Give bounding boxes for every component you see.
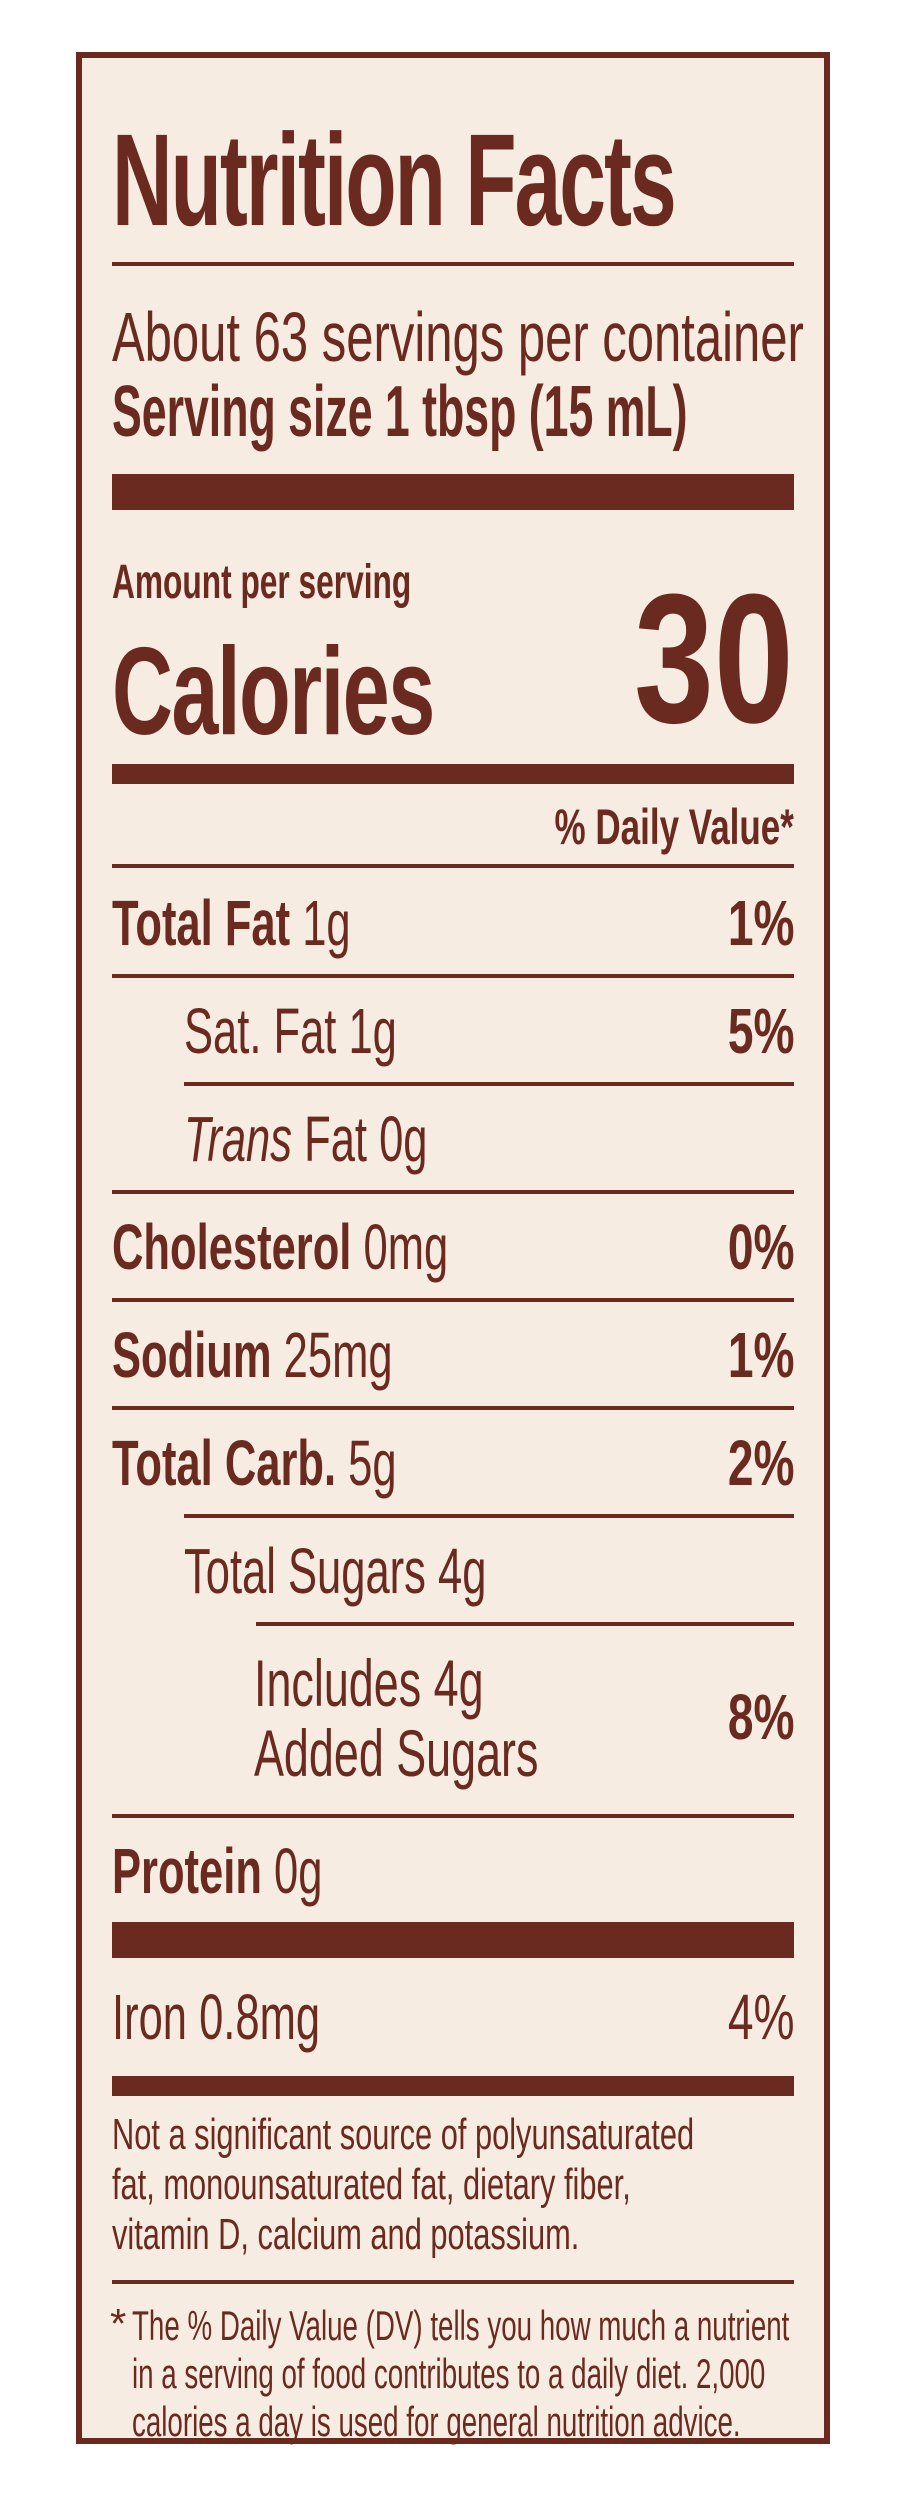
divider — [256, 1622, 794, 1626]
vitamin-daily-value: 4% — [727, 1981, 794, 2053]
nutrient-name: Total Fat — [112, 887, 291, 959]
nutrient-name: Cholesterol — [112, 1211, 352, 1283]
added-sugars-line-2: Added Sugars — [254, 1716, 539, 1790]
nutrient-name: Sat. Fat — [184, 995, 337, 1067]
divider — [184, 1514, 794, 1518]
nutrient-row-sodium: Sodium 25mg 1% — [112, 1319, 794, 1391]
nutrient-row-total-fat: Total Fat 1g 1% — [112, 887, 794, 959]
nutrient-daily-value: 2% — [727, 1427, 794, 1499]
thick-divider — [112, 1922, 794, 1958]
nutrient-row-cholesterol: Cholesterol 0mg 0% — [112, 1211, 794, 1283]
divider — [112, 1814, 794, 1818]
nutrition-facts-panel: Nutrition Facts About 63 servings per co… — [76, 52, 830, 2445]
nutrient-name-suffix: Fat — [304, 1103, 367, 1175]
nutrient-amount: 1g — [348, 995, 397, 1067]
divider — [112, 1190, 794, 1194]
nutrient-row-total-sugars: Total Sugars 4g — [184, 1539, 794, 1603]
nutrient-amount: 0g — [274, 1835, 323, 1907]
nutrient-amount: 0mg — [363, 1211, 449, 1283]
nutrient-name: Total Carb. — [112, 1427, 337, 1499]
divider — [112, 864, 794, 868]
nutrient-amount: 5g — [348, 1427, 397, 1499]
divider — [112, 262, 794, 266]
vitamin-row-iron: Iron 0.8mg 4% — [112, 1981, 794, 2053]
panel-title: Nutrition Facts — [112, 106, 677, 253]
nutrient-daily-value: 8% — [727, 1681, 794, 1753]
calories-label: Calories — [112, 623, 435, 761]
nutrient-row-added-sugars: Includes 4g Added Sugars 8% — [254, 1650, 794, 1798]
nutrient-name: Sodium — [112, 1319, 272, 1391]
calories-value: 30 — [634, 555, 794, 761]
medium-divider — [112, 2076, 794, 2096]
nutrient-daily-value: 1% — [727, 887, 794, 959]
nutrient-amount: 1g — [302, 887, 351, 959]
nutrient-name: Total Sugars — [184, 1535, 426, 1607]
divider — [112, 1406, 794, 1410]
nutrient-amount: 25mg — [283, 1319, 393, 1391]
added-sugars-line-1: Includes 4g — [254, 1646, 484, 1720]
serving-size: Serving size 1 tbsp (15 mL) — [112, 372, 688, 452]
nutrient-row-protein: Protein 0g — [112, 1839, 794, 1903]
nutrient-amount: 4g — [438, 1535, 487, 1607]
servings-per-container: About 63 servings per container — [112, 298, 804, 376]
nutrient-name: Protein — [112, 1835, 262, 1907]
thick-divider — [112, 474, 794, 510]
nutrient-row-total-carb: Total Carb. 5g 2% — [112, 1427, 794, 1499]
vitamin-amount: 0.8mg — [199, 1981, 321, 2053]
divider — [112, 2280, 794, 2284]
not-significant-source-note: Not a significant source of polyunsatura… — [112, 2110, 695, 2260]
daily-value-footnote: * The % Daily Value (DV) tells you how m… — [110, 2300, 790, 2445]
nutrient-amount: 0g — [379, 1103, 428, 1175]
asterisk: * — [110, 2300, 127, 2347]
nutrient-row-trans-fat: Trans Fat 0g — [184, 1107, 794, 1171]
nutrient-row-sat-fat: Sat. Fat 1g 5% — [184, 995, 794, 1067]
vitamin-name: Iron — [112, 1981, 187, 2053]
medium-divider — [112, 764, 794, 784]
nutrient-daily-value: 1% — [727, 1319, 794, 1391]
nutrient-daily-value: 5% — [727, 995, 794, 1067]
amount-per-serving: Amount per serving — [112, 556, 412, 609]
daily-value-header: % Daily Value* — [554, 799, 794, 855]
divider — [112, 1298, 794, 1302]
nutrient-daily-value: 0% — [727, 1211, 794, 1283]
nutrient-name: Trans — [184, 1103, 293, 1175]
divider — [184, 1082, 794, 1086]
divider — [112, 974, 794, 978]
